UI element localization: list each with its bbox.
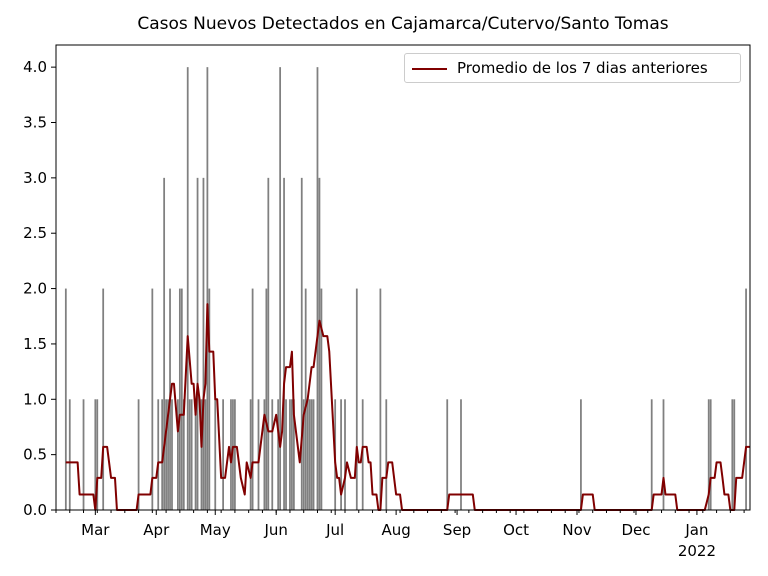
x-tick-label: Jan bbox=[684, 521, 708, 539]
x-tick-label: Oct bbox=[503, 521, 529, 539]
bar bbox=[267, 177, 270, 511]
bar bbox=[178, 288, 181, 510]
bar bbox=[300, 177, 303, 511]
legend: Promedio de los 7 dias anteriores bbox=[404, 53, 741, 83]
legend-line-swatch bbox=[412, 68, 447, 70]
bar bbox=[68, 399, 71, 510]
bar bbox=[137, 399, 140, 510]
bar bbox=[293, 399, 295, 510]
bar bbox=[340, 399, 342, 510]
bar bbox=[318, 177, 321, 511]
bar bbox=[283, 177, 285, 511]
bar bbox=[733, 399, 736, 510]
bar bbox=[194, 399, 197, 510]
x-tick-label: Jun bbox=[263, 521, 287, 539]
bar bbox=[446, 399, 449, 510]
bar bbox=[177, 399, 179, 510]
y-tick-label: 2.5 bbox=[23, 224, 47, 242]
bar bbox=[285, 399, 287, 510]
y-tick-label: 1.0 bbox=[23, 390, 47, 408]
bar bbox=[302, 399, 305, 510]
bar bbox=[316, 67, 319, 510]
y-tick-label: 3.5 bbox=[23, 114, 47, 132]
bar bbox=[163, 177, 166, 511]
bar bbox=[167, 399, 169, 510]
bar bbox=[289, 399, 291, 510]
x-tick-label: May bbox=[200, 521, 231, 539]
bar bbox=[308, 399, 311, 510]
bar bbox=[208, 288, 211, 510]
bar bbox=[200, 399, 203, 510]
bar bbox=[165, 399, 167, 510]
bar bbox=[206, 67, 209, 510]
bar bbox=[385, 399, 388, 510]
bar bbox=[707, 399, 710, 510]
bar bbox=[460, 399, 462, 510]
axes-layer: 0.0 0.5 1.0 1.5 2.0 2.5 3.0 3.5 4.0 Mar Apr May Jun J… bbox=[23, 44, 751, 560]
bar bbox=[102, 288, 105, 510]
bar bbox=[271, 399, 274, 510]
bar bbox=[186, 67, 189, 510]
y-tick-label: 3.0 bbox=[23, 169, 47, 187]
y-tick-label: 2.0 bbox=[23, 280, 47, 298]
bar bbox=[64, 288, 67, 510]
plot-frame bbox=[55, 44, 751, 511]
bar bbox=[709, 399, 712, 510]
bar bbox=[731, 399, 734, 510]
bar bbox=[265, 288, 268, 510]
bar bbox=[650, 399, 653, 510]
bar bbox=[82, 399, 85, 510]
bar bbox=[249, 399, 252, 510]
bar bbox=[279, 67, 282, 510]
bar bbox=[251, 288, 254, 510]
bar bbox=[745, 288, 747, 510]
bar bbox=[277, 399, 280, 510]
bar bbox=[180, 288, 183, 510]
bar bbox=[263, 399, 266, 510]
y-tick-label: 4.0 bbox=[23, 58, 47, 76]
bar bbox=[151, 288, 154, 510]
bar bbox=[157, 399, 160, 510]
bar bbox=[580, 399, 582, 510]
x-tick-label: Mar bbox=[81, 521, 110, 539]
bar bbox=[96, 399, 99, 510]
x-tick-label: Sep bbox=[443, 521, 471, 539]
bar bbox=[234, 399, 236, 510]
bar bbox=[188, 399, 191, 510]
y-tick-label: 1.5 bbox=[23, 335, 47, 353]
legend-label: Promedio de los 7 dias anteriores bbox=[457, 59, 708, 77]
bar bbox=[344, 399, 346, 510]
bar bbox=[182, 399, 185, 510]
bar bbox=[306, 399, 309, 510]
x-tick-label: Dec bbox=[621, 521, 650, 539]
bar bbox=[196, 177, 199, 511]
bar bbox=[312, 399, 315, 510]
bar bbox=[291, 399, 293, 510]
bar bbox=[202, 177, 205, 511]
bar bbox=[304, 288, 307, 510]
x-tick-label: Apr bbox=[143, 521, 170, 539]
bar bbox=[190, 399, 193, 510]
chart-title: Casos Nuevos Detectados en Cajamarca/Cut… bbox=[137, 14, 669, 34]
bar bbox=[310, 399, 313, 510]
x-tick-label: Aug bbox=[381, 521, 410, 539]
bar bbox=[662, 399, 665, 510]
bar bbox=[204, 399, 207, 510]
bar bbox=[214, 399, 217, 510]
bar bbox=[222, 399, 224, 510]
y-tick-label: 0.5 bbox=[23, 446, 47, 464]
x-tick-label: Jul bbox=[325, 521, 344, 539]
bar bbox=[379, 288, 382, 510]
bar bbox=[355, 288, 358, 510]
bar bbox=[94, 399, 97, 510]
bars-layer bbox=[64, 67, 747, 511]
bar bbox=[320, 288, 323, 510]
bar bbox=[171, 399, 173, 510]
x-tick-sublabel: 2022 bbox=[678, 542, 716, 560]
x-tick-label: Nov bbox=[562, 521, 591, 539]
y-tick-label: 0.0 bbox=[23, 501, 47, 519]
